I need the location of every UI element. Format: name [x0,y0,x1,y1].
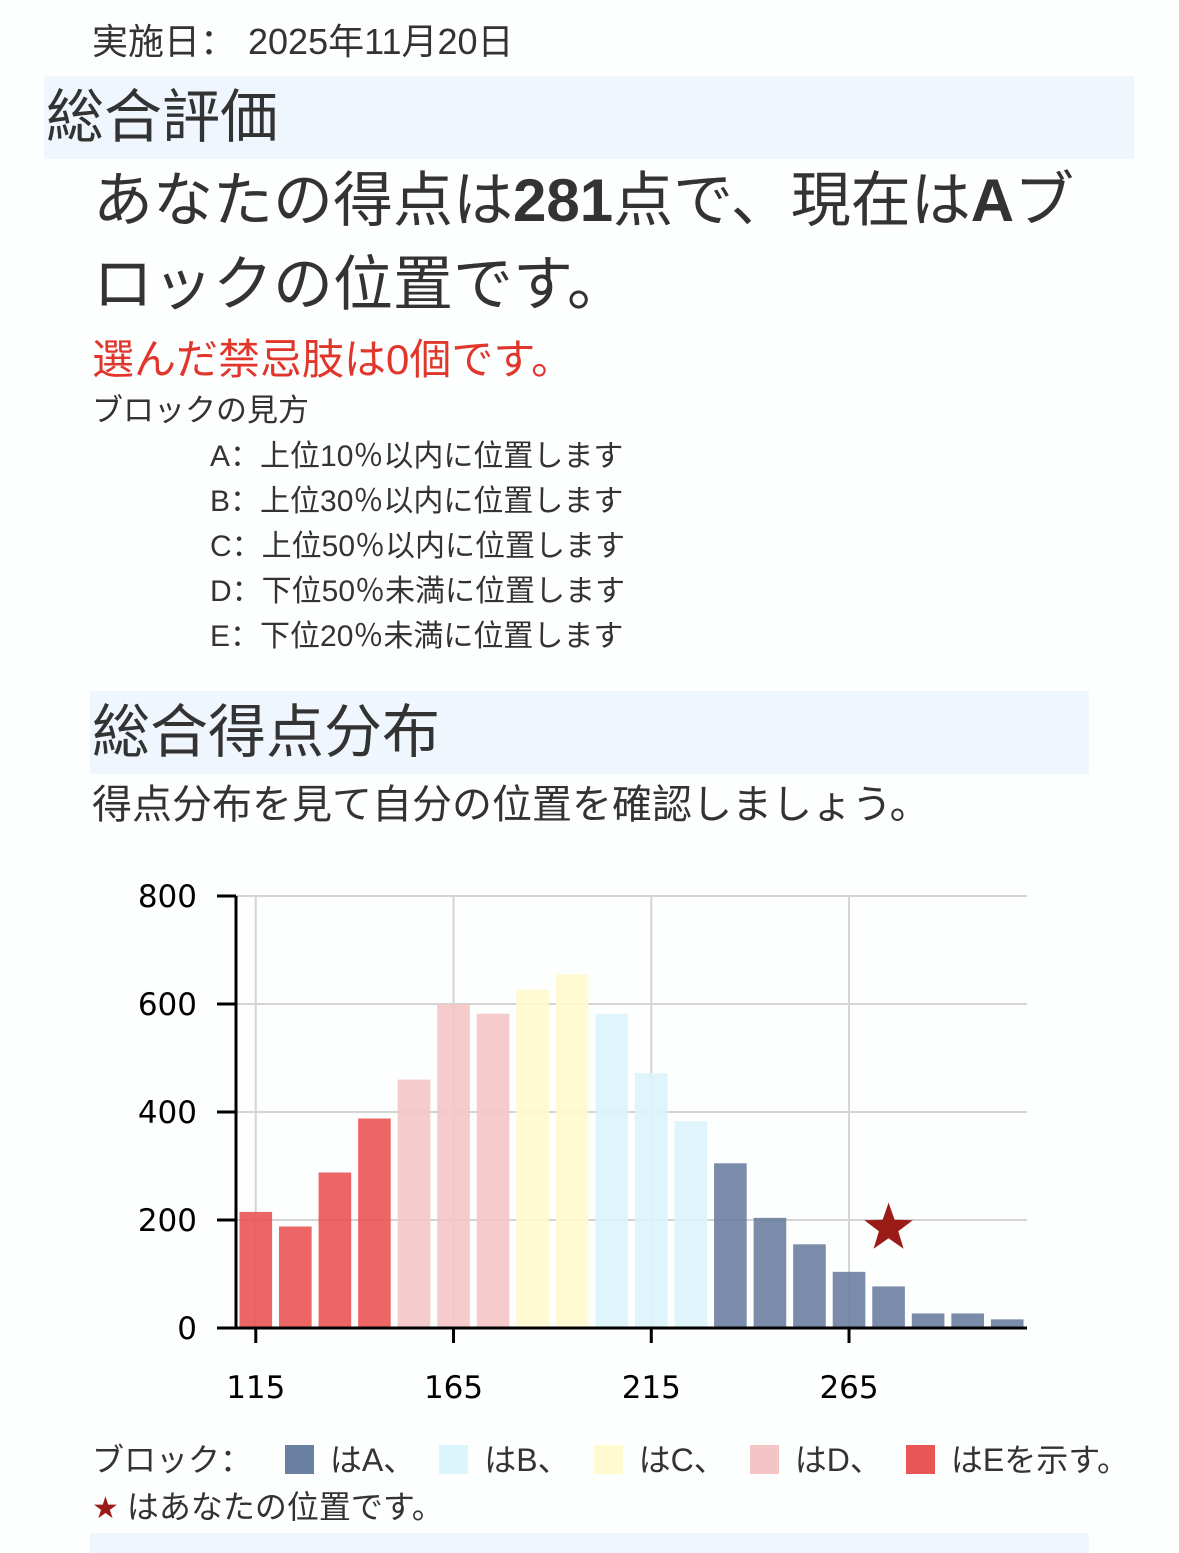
legend-swatch-e [905,1445,935,1474]
y-tick-label: 800 [138,879,197,915]
block-guide-item-e: E：下位20％未満に位置します [210,620,624,653]
bar-block-a [911,1313,945,1328]
star-icon: ★ [92,1492,119,1525]
legend-item-c: はC、 [570,1442,726,1478]
bar-block-b [634,1073,668,1328]
block-guide-title: ブロックの見方 [92,393,309,428]
score-distribution-chart: 0 200 400 600 800 115 165 215 265 [138,879,1027,1406]
legend-swatch-d [749,1445,779,1474]
block-guide-item-d: D：下位50％未満に位置します [210,575,626,608]
section-header-distribution: 総合得点分布 [90,691,1089,774]
bar-block-c [555,974,589,1328]
block-guide-item-c: C：上位50％以内に位置します [210,530,626,563]
legend-star-note: ★ はあなたの位置です。 [92,1487,444,1529]
y-tick-label: 600 [138,987,197,1023]
x-tick-label: 265 [819,1370,878,1406]
legend-swatch-b [439,1445,469,1474]
bar-block-a [872,1286,905,1328]
legend-swatch-c [593,1445,623,1474]
chart-grid [236,895,1027,1328]
chart-tick-labels: 0 200 400 600 800 115 165 215 265 [138,879,879,1406]
bar-block-a [714,1163,747,1328]
bar-block-a [951,1313,984,1328]
exam-date-label: 実施日： [92,21,237,62]
bar-block-a [753,1217,787,1328]
chart-legend: ブロック： はA、 はB、 はC、 はD、 はEを示す。 [92,1440,1129,1480]
block-guide-item-a: A：上位10％以内に位置します [210,440,624,473]
next-section-header [90,1533,1089,1553]
x-tick-label: 115 [226,1370,285,1406]
chart-bars [239,974,1024,1328]
bar-block-c [516,989,549,1328]
bar-block-e [358,1118,391,1328]
score-value: 281 [513,167,614,234]
x-tick-label: 215 [622,1370,681,1406]
bar-block-d [437,1004,470,1328]
star-icon [864,1202,913,1249]
distribution-subtitle: 得点分布を見て自分の位置を確認しましょう。 [92,783,930,827]
score-text-1: あなたの得点は [93,167,513,234]
block-guide-list: A：上位10％以内に位置します B：上位30％以内に位置します C：上位50％以… [210,434,625,659]
section-header-overall: 総合評価 [44,76,1134,159]
y-tick-label: 200 [138,1203,197,1239]
bar-block-e [239,1211,273,1328]
y-tick-label: 0 [177,1311,197,1347]
bar-block-a [990,1319,1024,1328]
chart-axes [217,894,1027,1343]
legend-item-d: はD、 [726,1442,882,1478]
your-position-star-icon [864,1202,913,1249]
bar-block-e [318,1172,352,1328]
section-title-distribution: 総合得点分布 [92,700,441,765]
score-text-3: ブロックの位置です。 [93,167,1075,318]
bar-block-d [397,1079,431,1328]
exam-date: 実施日： 2025年11月20日 [92,18,514,66]
exam-date-value: 2025年11月20日 [248,21,514,62]
legend-item-e: はEを示す。 [882,1442,1129,1478]
bar-block-e [279,1226,312,1328]
forbidden-choice-count: 選んだ禁忌肢は0個です。 [92,336,574,383]
bar-block-a [832,1271,866,1328]
bar-block-b [674,1121,708,1328]
bar-block-b [595,1013,629,1328]
legend-swatch-a [284,1445,314,1474]
legend-item-b: はB、 [415,1442,570,1478]
legend-item-a: はA、 [261,1442,415,1478]
star-note-text: はあなたの位置です。 [126,1489,444,1525]
bar-block-a [793,1244,826,1328]
x-tick-label: 165 [424,1370,483,1406]
block-value: A [970,167,1015,234]
y-tick-label: 400 [138,1095,197,1131]
score-summary: あなたの得点は281点で、現在はAブロックの位置です。 [93,159,1083,327]
bar-block-d [476,1013,510,1328]
block-guide-item-b: B：上位30％以内に位置します [210,485,624,518]
legend-prefix: ブロック： [92,1442,253,1478]
section-title-overall: 総合評価 [46,85,279,150]
score-text-2: 点で、現在は [613,167,971,234]
